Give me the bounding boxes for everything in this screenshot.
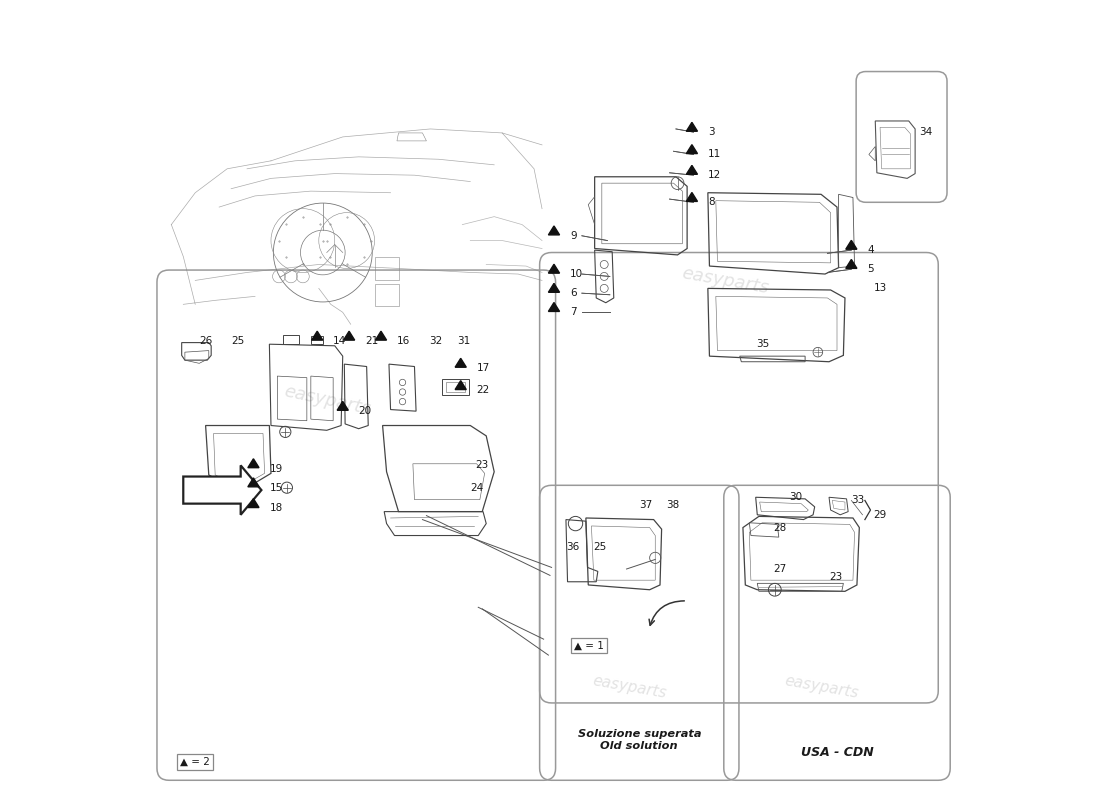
Text: 34: 34 bbox=[920, 127, 933, 137]
Polygon shape bbox=[686, 166, 697, 174]
Text: 31: 31 bbox=[458, 336, 471, 346]
Text: USA - CDN: USA - CDN bbox=[801, 746, 873, 758]
Text: 13: 13 bbox=[873, 283, 887, 294]
Polygon shape bbox=[549, 302, 560, 311]
Text: 27: 27 bbox=[773, 564, 786, 574]
Text: 33: 33 bbox=[851, 495, 865, 506]
Text: 25: 25 bbox=[231, 336, 244, 346]
Text: 36: 36 bbox=[565, 542, 580, 552]
Text: easyparts: easyparts bbox=[681, 264, 770, 297]
Text: 19: 19 bbox=[270, 463, 283, 474]
Polygon shape bbox=[455, 381, 466, 390]
Text: 24: 24 bbox=[471, 482, 484, 493]
Polygon shape bbox=[455, 358, 466, 367]
Text: 7: 7 bbox=[570, 307, 576, 318]
Polygon shape bbox=[549, 264, 560, 273]
Polygon shape bbox=[248, 498, 258, 507]
Text: ▲ = 1: ▲ = 1 bbox=[574, 641, 604, 650]
Text: 35: 35 bbox=[756, 339, 769, 349]
Text: 17: 17 bbox=[476, 363, 490, 373]
Text: 26: 26 bbox=[199, 336, 212, 346]
Text: 16: 16 bbox=[397, 336, 410, 346]
Text: 37: 37 bbox=[639, 500, 652, 510]
Polygon shape bbox=[337, 402, 349, 410]
Text: 21: 21 bbox=[365, 336, 378, 346]
Text: 15: 15 bbox=[270, 482, 283, 493]
Text: 28: 28 bbox=[773, 522, 786, 533]
Text: 25: 25 bbox=[593, 542, 606, 552]
Polygon shape bbox=[549, 283, 560, 292]
Text: 11: 11 bbox=[708, 150, 722, 159]
Polygon shape bbox=[375, 331, 386, 340]
Polygon shape bbox=[311, 331, 322, 340]
Polygon shape bbox=[248, 458, 258, 468]
Text: 12: 12 bbox=[708, 170, 722, 180]
Text: 29: 29 bbox=[873, 510, 887, 520]
Polygon shape bbox=[846, 240, 857, 250]
Text: ▲ = 2: ▲ = 2 bbox=[180, 757, 210, 767]
Text: 23: 23 bbox=[829, 572, 843, 582]
Text: 38: 38 bbox=[667, 500, 680, 510]
Text: easyparts: easyparts bbox=[282, 382, 372, 418]
Text: 8: 8 bbox=[708, 198, 715, 207]
Text: 23: 23 bbox=[475, 460, 488, 470]
Text: 5: 5 bbox=[867, 264, 873, 274]
Polygon shape bbox=[686, 193, 697, 202]
Text: 4: 4 bbox=[867, 245, 873, 255]
Text: 22: 22 bbox=[476, 386, 490, 395]
Text: 32: 32 bbox=[429, 336, 442, 346]
Polygon shape bbox=[343, 331, 354, 340]
Text: Soluzione superata
Old solution: Soluzione superata Old solution bbox=[578, 729, 701, 750]
Text: easyparts: easyparts bbox=[592, 673, 668, 701]
Text: easyparts: easyparts bbox=[783, 673, 859, 701]
Polygon shape bbox=[248, 478, 258, 487]
Polygon shape bbox=[184, 466, 262, 515]
Text: 9: 9 bbox=[570, 230, 576, 241]
Polygon shape bbox=[686, 122, 697, 131]
Text: 14: 14 bbox=[333, 336, 346, 346]
Text: 3: 3 bbox=[708, 127, 715, 137]
Text: 10: 10 bbox=[570, 269, 583, 279]
Text: 6: 6 bbox=[570, 288, 576, 298]
Polygon shape bbox=[846, 259, 857, 268]
Text: 18: 18 bbox=[270, 503, 283, 514]
Text: 30: 30 bbox=[789, 492, 802, 502]
Text: 20: 20 bbox=[359, 406, 372, 416]
Polygon shape bbox=[686, 145, 697, 154]
Polygon shape bbox=[549, 226, 560, 235]
